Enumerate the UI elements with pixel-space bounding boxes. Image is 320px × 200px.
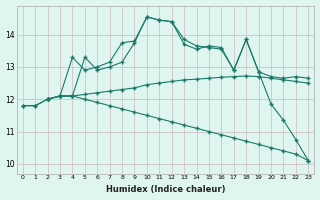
X-axis label: Humidex (Indice chaleur): Humidex (Indice chaleur) bbox=[106, 185, 225, 194]
